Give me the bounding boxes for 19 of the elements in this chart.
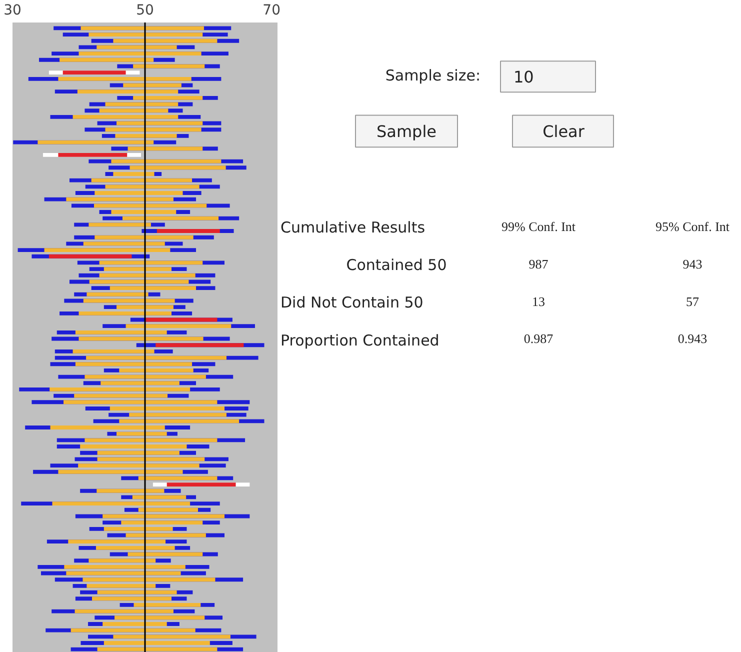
text: Contained 50 [346,256,447,274]
text: 13 [532,294,545,310]
text: Cumulative Results [280,218,426,236]
text: 943 [682,256,702,272]
text: 99% Conf. Int [501,218,576,234]
x-tick-label: 30 [4,2,22,18]
text: 95% Conf. Int [655,218,730,234]
text: 0.987 [524,330,554,346]
text: Sample [376,122,437,142]
x-tick-label: 50 [136,2,154,18]
x-tick-label: 70 [262,2,281,18]
text: 987 [528,256,549,272]
text: Did Not Contain 50 [280,294,424,312]
text: 57 [686,294,700,310]
text: Sample size: [385,66,481,85]
text: 0.943 [678,330,708,346]
text: Proportion Contained [280,331,440,350]
text: Clear [542,122,585,142]
text: 10 [514,68,534,87]
